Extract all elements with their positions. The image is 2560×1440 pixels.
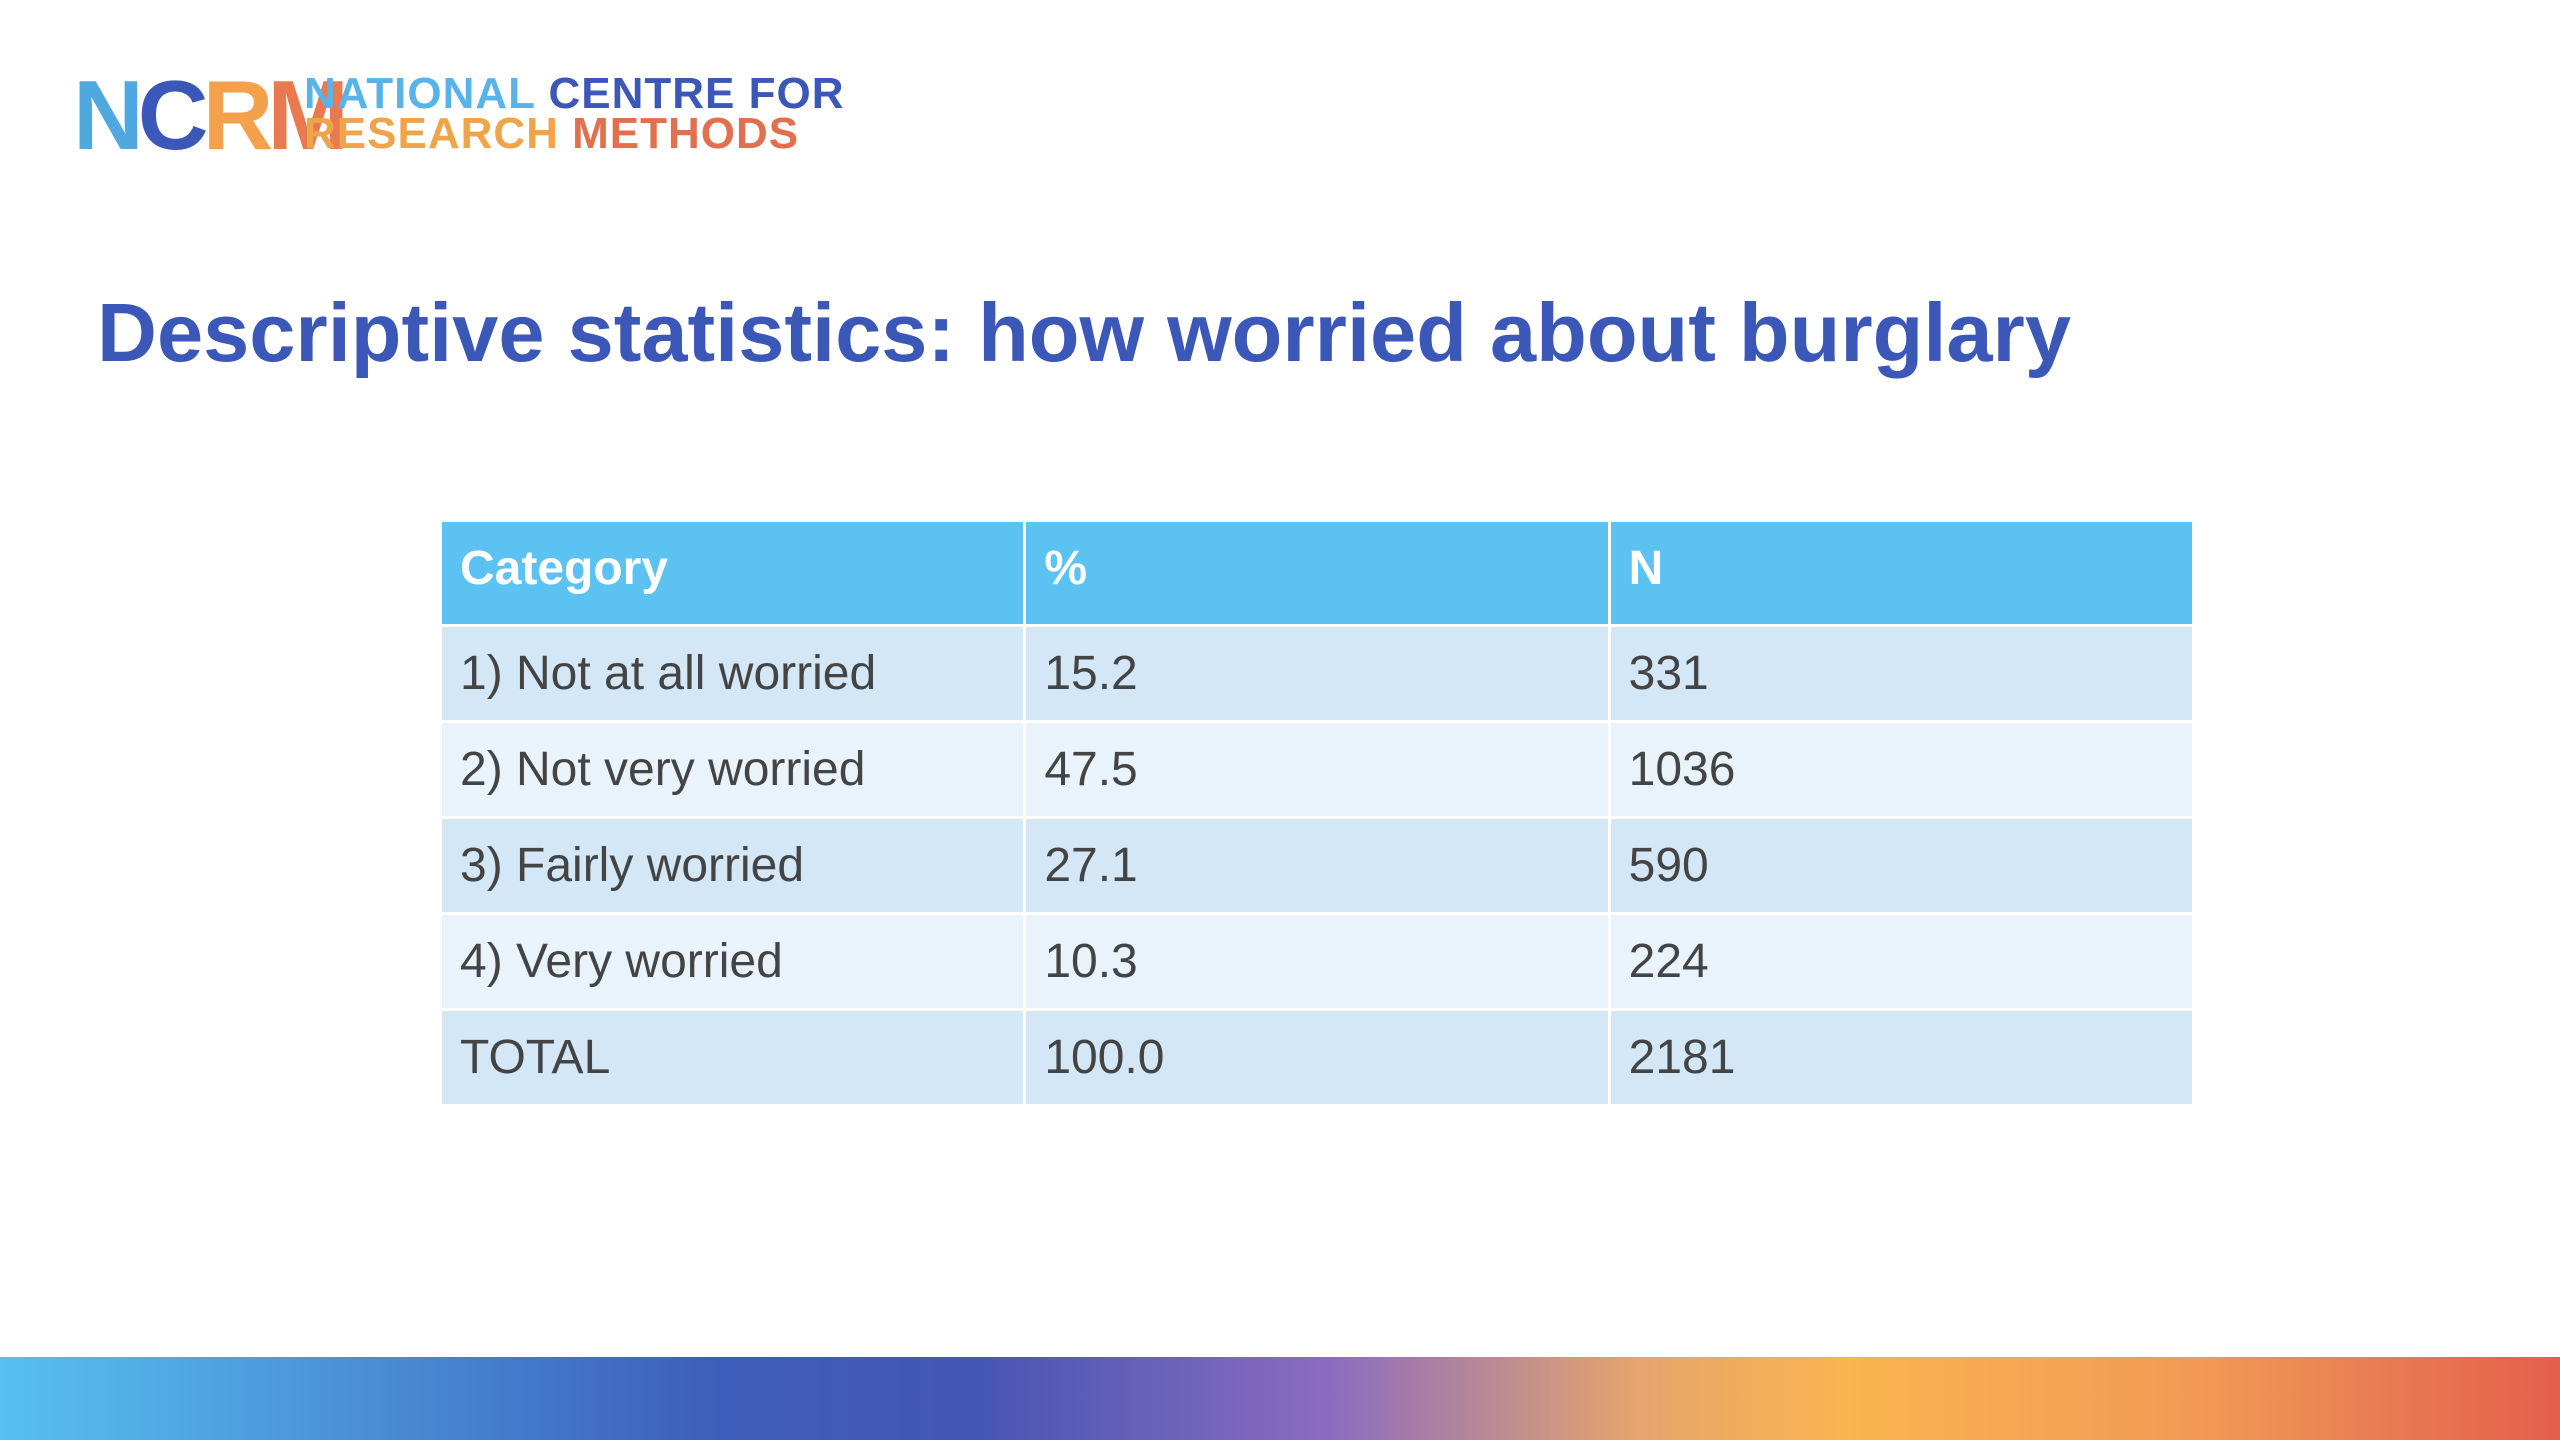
table-row: 4) Very worried 10.3 224 bbox=[438, 912, 2196, 1011]
table-row: 3) Fairly worried 27.1 590 bbox=[438, 816, 2196, 915]
header-cell: Category bbox=[438, 519, 1027, 627]
logo-letter: M bbox=[267, 60, 349, 170]
logo-word: NATIONAL bbox=[304, 69, 536, 118]
table-body: 1) Not at all worried 15.2 331 2) Not very … bbox=[438, 624, 2196, 1107]
logo-letter: R bbox=[202, 60, 274, 170]
table-row: 1) Not at all worried 15.2 331 bbox=[438, 624, 2196, 723]
header-cell: N bbox=[1607, 519, 2196, 627]
logo-word: CENTRE FOR bbox=[548, 69, 845, 118]
table-cell: 590 bbox=[1607, 816, 2196, 915]
table-cell: 15.2 bbox=[1023, 624, 1611, 723]
logo-letter: C bbox=[137, 60, 209, 170]
table-cell: 27.1 bbox=[1023, 816, 1611, 915]
table-cell: 2181 bbox=[1607, 1008, 2196, 1107]
logo-word: RESEARCH bbox=[304, 109, 559, 158]
table-cell: TOTAL bbox=[438, 1008, 1027, 1107]
table-cell: 100.0 bbox=[1023, 1008, 1611, 1107]
table-cell: 3) Fairly worried bbox=[438, 816, 1027, 915]
slide-title: Descriptive statistics: how worried abou… bbox=[97, 286, 2072, 379]
table-cell: 1036 bbox=[1607, 720, 2196, 819]
logo-mark: NCRM bbox=[73, 66, 349, 164]
footer-band bbox=[0, 1357, 2560, 1440]
table-cell: 331 bbox=[1607, 624, 2196, 723]
table-row: TOTAL 100.0 2181 bbox=[438, 1008, 2196, 1107]
table-cell: 1) Not at all worried bbox=[438, 624, 1027, 723]
header-row: Category% N bbox=[438, 519, 2196, 627]
table-cell: 224 bbox=[1607, 912, 2196, 1011]
data-table: Category% N 1) Not at all worried 15.2 331 2… bbox=[438, 519, 2196, 1107]
logo-word: METHODS bbox=[572, 109, 800, 158]
table-row: 2) Not very worried 47.5 1036 bbox=[438, 720, 2196, 819]
table-cell: 4) Very worried bbox=[438, 912, 1027, 1011]
table-cell: 47.5 bbox=[1023, 720, 1611, 819]
header-cell: % bbox=[1023, 519, 1611, 627]
logo-letter: N bbox=[73, 60, 144, 170]
table-cell: 10.3 bbox=[1023, 912, 1611, 1011]
logo-words: NATIONAL CENTRE FOR RESEARCH METHODS bbox=[304, 72, 844, 156]
table-cell: 2) Not very worried bbox=[438, 720, 1027, 819]
